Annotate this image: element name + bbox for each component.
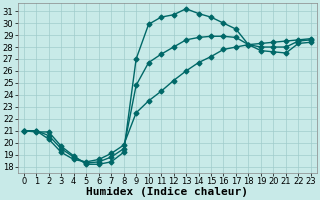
X-axis label: Humidex (Indice chaleur): Humidex (Indice chaleur) xyxy=(86,187,248,197)
